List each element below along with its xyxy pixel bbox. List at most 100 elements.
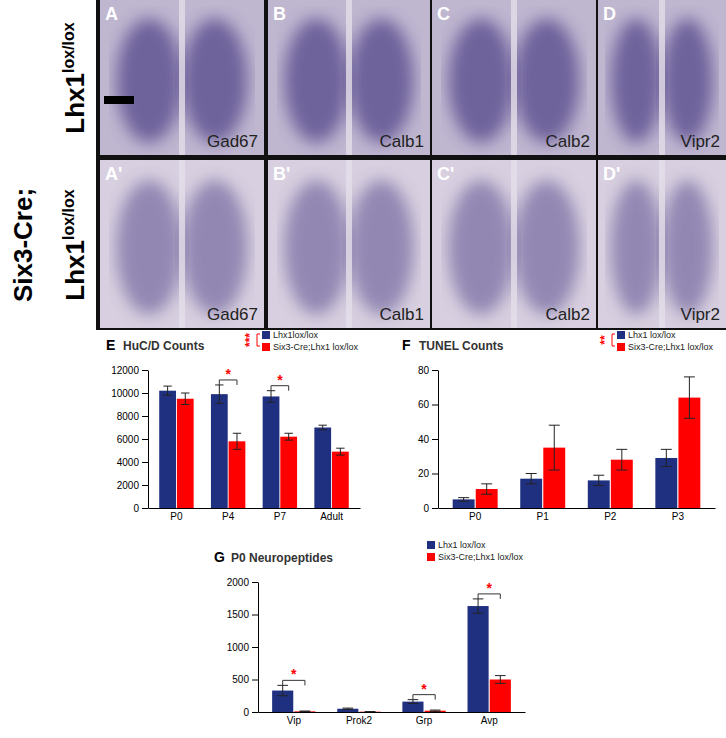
panel-tissue (598, 0, 726, 155)
y-tick: 0 (423, 503, 438, 514)
panel-label: Gad67 (207, 305, 258, 324)
error-stem (666, 449, 667, 466)
x-tick-label: P2 (604, 511, 617, 522)
error-cap (343, 708, 354, 709)
bar (359, 711, 380, 712)
error-bar (408, 700, 419, 704)
panel-tissue (268, 160, 430, 328)
stained-region (349, 19, 414, 143)
error-cap (267, 402, 275, 403)
y-tick-label: 4000 (117, 457, 140, 468)
error-stem (185, 393, 186, 405)
error-cap (408, 703, 419, 704)
y-axis: 0500100015002000 (227, 577, 259, 718)
error-cap (181, 393, 189, 394)
significance-label: * (291, 666, 297, 682)
panel-label: Gad67 (207, 132, 258, 151)
error-cap (300, 711, 311, 712)
legend-annotation: *** (243, 333, 257, 347)
stained-region (116, 180, 182, 314)
panel-tissue (100, 0, 264, 155)
y-tick-label: 10000 (111, 388, 139, 399)
panel-letter: C' (437, 164, 454, 184)
stained-region (349, 180, 414, 314)
stained-region (662, 180, 713, 314)
error-cap (549, 425, 560, 426)
stained-region (448, 180, 514, 314)
y-tick: 500 (232, 674, 258, 685)
y-tick-mark (252, 712, 258, 713)
x-tick-label: Vip (287, 715, 302, 726)
error-cap (616, 470, 627, 471)
error-stem (531, 474, 532, 484)
error-stem (219, 385, 220, 403)
error-bar (336, 448, 344, 455)
y-tick-mark (252, 680, 258, 681)
y-tick: 0 (133, 503, 148, 514)
y-tick-mark (252, 647, 258, 648)
panel-label: Calb2 (546, 132, 590, 151)
stained-region (182, 180, 248, 314)
error-cap (163, 386, 171, 387)
series (272, 599, 488, 712)
legend-label: Lhx1 lox/lox (438, 540, 486, 550)
bar (468, 606, 489, 712)
legend-bracket (612, 334, 615, 346)
chart-bar: 0500100015002000VipProk2GrpAvp***GP0 Neu… (214, 540, 526, 726)
chart-title: TUNEL Counts (419, 339, 504, 353)
error-cap (458, 497, 469, 498)
chart-title: P0 Neuropeptides (231, 551, 333, 565)
error-cap (593, 475, 604, 476)
midline (659, 160, 665, 328)
bar (314, 428, 331, 509)
y-tick-label: 500 (232, 674, 249, 685)
x-tick: P7 (274, 508, 287, 522)
error-stem (500, 676, 501, 684)
series (159, 385, 331, 508)
image-panel (100, 160, 264, 328)
image-panel (432, 160, 596, 328)
bar (294, 711, 315, 712)
row-label: Lhx1lox/lox (60, 22, 90, 133)
error-cap (215, 403, 223, 404)
midline (346, 160, 352, 328)
error-bar (473, 599, 484, 613)
bar (332, 452, 349, 508)
legend-label: Six3-Cre;Lhx1 lox/lox (273, 342, 359, 352)
y-tick-label: 60 (418, 399, 430, 410)
x-tick: Prok2 (346, 712, 373, 726)
stained-region (514, 19, 580, 143)
error-cap (336, 455, 344, 456)
y-tick-mark (142, 462, 148, 463)
midline (659, 0, 665, 155)
x-tick-label: P0 (469, 511, 482, 522)
y-tick-mark (142, 416, 148, 417)
plot-area (453, 377, 701, 508)
error-cap (430, 710, 441, 711)
image-panel (598, 0, 726, 155)
y-tick: 10000 (111, 388, 148, 399)
figure: AGad67BCalb1CCalb2DVipr2A'Gad67B'Calb1C'… (0, 0, 726, 738)
legend-label: Lhx1lox/lox (273, 330, 319, 340)
error-stem (463, 498, 464, 501)
bar (229, 441, 246, 508)
panel-letter: A (105, 4, 118, 24)
error-cap (616, 449, 627, 450)
y-axis: 020004000600080001000012000 (111, 365, 148, 514)
significance-label: * (421, 681, 427, 697)
x-tick-label: Grp (416, 715, 433, 726)
y-tick-label: 1000 (227, 642, 250, 653)
x-tick-label: Adult (320, 511, 343, 522)
y-tick: 1000 (227, 642, 258, 653)
y-tick: 4000 (117, 457, 148, 468)
x-tick: P4 (222, 508, 235, 522)
error-bar (684, 377, 695, 418)
y-tick-label: 20 (418, 468, 430, 479)
chart-bar: 020004000600080001000012000P0P4P7Adult**… (106, 330, 361, 522)
error-bar (430, 710, 441, 711)
y-tick: 2000 (117, 480, 148, 491)
y-tick-label: 0 (133, 503, 139, 514)
y-tick-mark (252, 582, 258, 583)
error-cap (284, 433, 292, 434)
error-cap (233, 433, 241, 434)
